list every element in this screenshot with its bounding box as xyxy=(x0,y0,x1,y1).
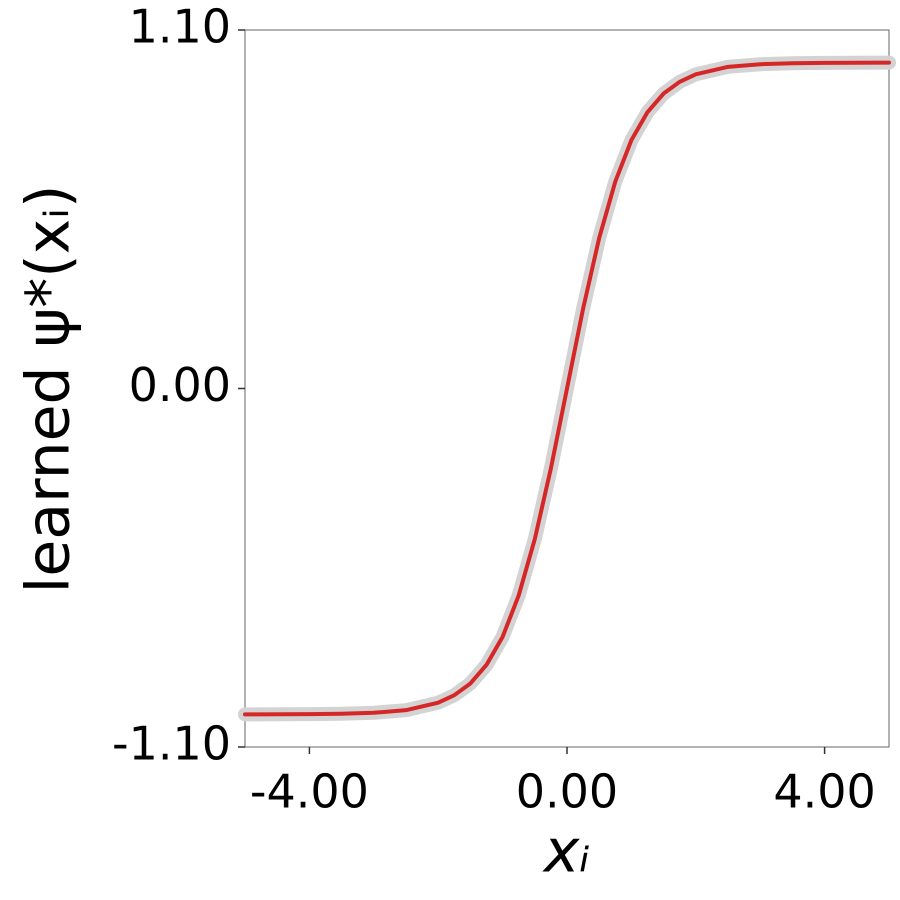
y-tick-label: 1.10 xyxy=(129,0,231,54)
x-axis-label: xᵢ xyxy=(542,817,590,887)
y-tick-label: -1.10 xyxy=(112,717,231,771)
x-tick-label: -4.00 xyxy=(250,765,369,819)
line xyxy=(243,60,891,717)
y-axis-label: learned ψ*(xᵢ) xyxy=(14,185,84,594)
y-tick-label: 0.00 xyxy=(129,358,231,412)
x-tick-label: 4.00 xyxy=(773,765,875,819)
x-tick-label: 0.00 xyxy=(516,765,618,819)
